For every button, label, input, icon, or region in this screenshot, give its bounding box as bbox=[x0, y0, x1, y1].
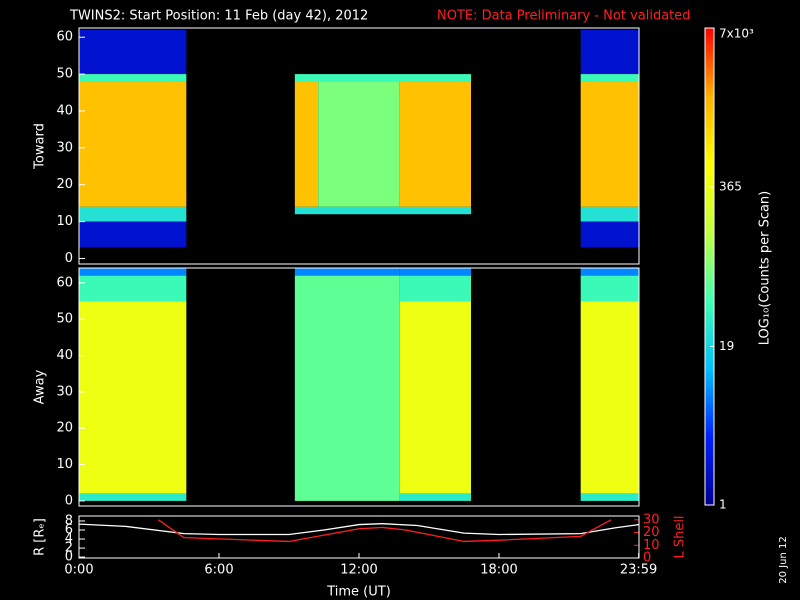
heatmap-cell bbox=[79, 268, 187, 276]
y-tick-label: 0 bbox=[65, 550, 73, 565]
plot-area bbox=[79, 519, 639, 543]
heatmap-cell bbox=[399, 81, 471, 207]
heatmap-cell bbox=[79, 81, 187, 207]
panel-frame bbox=[78, 267, 640, 507]
y2-axis-label: L Shell bbox=[673, 515, 688, 558]
heatmap-cell bbox=[318, 81, 400, 207]
y-axis-label: Away bbox=[33, 369, 48, 404]
heatmap-cell bbox=[294, 74, 471, 82]
y2-tick-label: 10 bbox=[643, 538, 660, 553]
colorbar-tick-label: 1 bbox=[719, 498, 727, 512]
x-tick-label: 23:59 bbox=[620, 563, 657, 578]
colorbar-tick-label: 7x10³ bbox=[719, 27, 754, 41]
heatmap-cell bbox=[79, 29, 187, 75]
heatmap-cell bbox=[79, 74, 187, 82]
heatmap-cell bbox=[79, 206, 187, 222]
panel-frame bbox=[78, 27, 640, 265]
line bbox=[157, 519, 612, 543]
heatmap-cell bbox=[79, 275, 187, 302]
x-tick-label: 12:00 bbox=[340, 563, 377, 578]
y-tick-label: 50 bbox=[56, 67, 73, 82]
heatmap-cell bbox=[580, 29, 639, 75]
x-tick-label: 0:00 bbox=[64, 563, 93, 578]
heatmap-cell bbox=[580, 206, 639, 222]
heatmap-cell bbox=[580, 493, 639, 501]
y-tick-label: 50 bbox=[56, 312, 73, 327]
y-tick-label: 10 bbox=[56, 457, 73, 472]
y-tick-label: 20 bbox=[56, 177, 73, 192]
heatmap-cell bbox=[294, 268, 400, 276]
y-tick-label: 0 bbox=[65, 251, 73, 266]
y-tick-label: 2 bbox=[65, 541, 73, 556]
y-tick-label: 10 bbox=[56, 214, 73, 229]
date-stamp: 20 Jun 12 bbox=[778, 536, 789, 583]
y-tick-label: 40 bbox=[56, 103, 73, 118]
x-tick-label: 18:00 bbox=[480, 563, 517, 578]
y-tick-label: 40 bbox=[56, 348, 73, 363]
y-tick-label: 4 bbox=[65, 532, 73, 547]
y-axis-label: R [Rₑ] bbox=[33, 518, 48, 556]
x-axis-label: Time (UT) bbox=[326, 585, 391, 600]
heatmap-cell bbox=[399, 275, 471, 302]
colorbar-tick-label: 19 bbox=[719, 339, 734, 353]
y2-tick-label: 0 bbox=[643, 551, 651, 566]
y-tick-label: 8 bbox=[65, 513, 73, 528]
heatmap-cell bbox=[399, 268, 471, 276]
heatmap-cell bbox=[294, 206, 471, 215]
line bbox=[79, 523, 639, 536]
heatmap-cell bbox=[580, 81, 639, 207]
heatmap-cell bbox=[294, 275, 400, 501]
colorbar-label: LOG₁₀(Counts per Scan) bbox=[758, 191, 773, 346]
y2-tick-label: 30 bbox=[643, 512, 660, 527]
y-tick-label: 6 bbox=[65, 523, 73, 538]
heatmap-cell bbox=[79, 301, 187, 494]
heatmap-cell bbox=[580, 275, 639, 302]
y-tick-label: 20 bbox=[56, 421, 73, 436]
heatmap-cell bbox=[79, 221, 187, 248]
heatmap-cell bbox=[580, 221, 639, 248]
y-tick-label: 0 bbox=[65, 493, 73, 508]
heatmap-cell bbox=[399, 493, 471, 501]
heatmap-cell bbox=[580, 301, 639, 494]
y-axis-label: Toward bbox=[33, 123, 48, 170]
y-tick-label: 60 bbox=[56, 30, 73, 45]
colorbar-tick-label: 365 bbox=[719, 180, 742, 194]
colorbar bbox=[704, 27, 715, 506]
y-tick-label: 60 bbox=[56, 275, 73, 290]
panel-frame bbox=[78, 515, 640, 559]
heatmap-cell bbox=[399, 301, 471, 494]
x-tick-label: 6:00 bbox=[204, 563, 233, 578]
heatmap-cell bbox=[580, 74, 639, 82]
heatmap-cell bbox=[294, 81, 319, 207]
y2-tick-label: 20 bbox=[643, 525, 660, 540]
note: NOTE: Data Preliminary - Not validated bbox=[437, 9, 691, 24]
heatmap-cell bbox=[580, 268, 639, 276]
heatmap-cell bbox=[79, 493, 187, 501]
y-tick-label: 30 bbox=[56, 384, 73, 399]
y-tick-label: 30 bbox=[56, 140, 73, 155]
chart-title: TWINS2: Start Position: 11 Feb (day 42),… bbox=[69, 9, 368, 24]
